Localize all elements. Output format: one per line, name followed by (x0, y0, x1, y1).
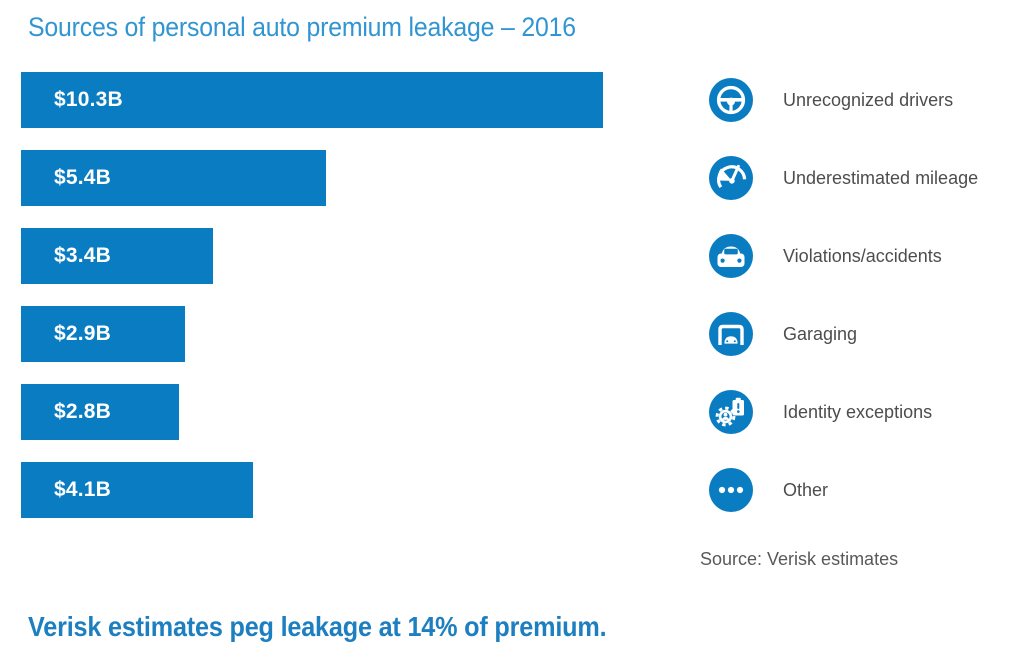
bar-value-label: $10.3B (54, 88, 123, 111)
bar-chart: $10.3B $5.4B $3.4B $2.9B $2.8B $4.1B (21, 72, 603, 540)
bar-row: $2.8B (21, 384, 603, 440)
bar-value-label: $2.8B (54, 400, 112, 423)
source-note: Source: Verisk estimates (700, 549, 899, 569)
legend-item: Other (709, 462, 978, 518)
legend-item: Identity exceptions (709, 384, 978, 440)
bar-identity-exceptions: $2.8B (21, 384, 179, 440)
legend-item-label: Other (783, 479, 829, 500)
bar-row: $2.9B (21, 306, 603, 362)
bar-value-label: $3.4B (54, 244, 112, 267)
headline: Verisk estimates peg leakage at 14% of p… (28, 611, 607, 642)
legend-item-label: Identity exceptions (783, 401, 933, 422)
gear-clipboard-icon (709, 390, 753, 434)
legend-item: Violations/accidents (709, 228, 978, 284)
bar-garaging: $2.9B (21, 306, 185, 362)
legend-item: Unrecognized drivers (709, 72, 978, 128)
chart-title: Sources of personal auto premium leakage… (28, 12, 576, 42)
legend-item: Garaging (709, 306, 978, 362)
legend-item-label: Garaging (783, 323, 858, 344)
bar-violations-accidents: $3.4B (21, 228, 213, 284)
bar-value-label: $5.4B (54, 166, 112, 189)
legend-item-label: Violations/accidents (783, 245, 942, 266)
garage-icon (709, 312, 753, 356)
bar-row: $5.4B (21, 150, 603, 206)
bar-value-label: $2.9B (54, 322, 112, 345)
car-icon (709, 234, 753, 278)
bar-value-label: $4.1B (54, 478, 112, 501)
legend: Unrecognized drivers Underestimated mile… (709, 72, 978, 540)
bar-other: $4.1B (21, 462, 253, 518)
gauge-icon (709, 156, 753, 200)
ellipsis-icon (709, 468, 753, 512)
steering-wheel-icon (709, 78, 753, 122)
bar-row: $4.1B (21, 462, 603, 518)
legend-item-label: Underestimated mileage (783, 167, 979, 188)
bar-row: $10.3B (21, 72, 603, 128)
bar-row: $3.4B (21, 228, 603, 284)
legend-item-label: Unrecognized drivers (783, 89, 954, 110)
legend-item: Underestimated mileage (709, 150, 978, 206)
bar-unrecognized-drivers: $10.3B (21, 72, 603, 128)
bar-underestimated-mileage: $5.4B (21, 150, 326, 206)
